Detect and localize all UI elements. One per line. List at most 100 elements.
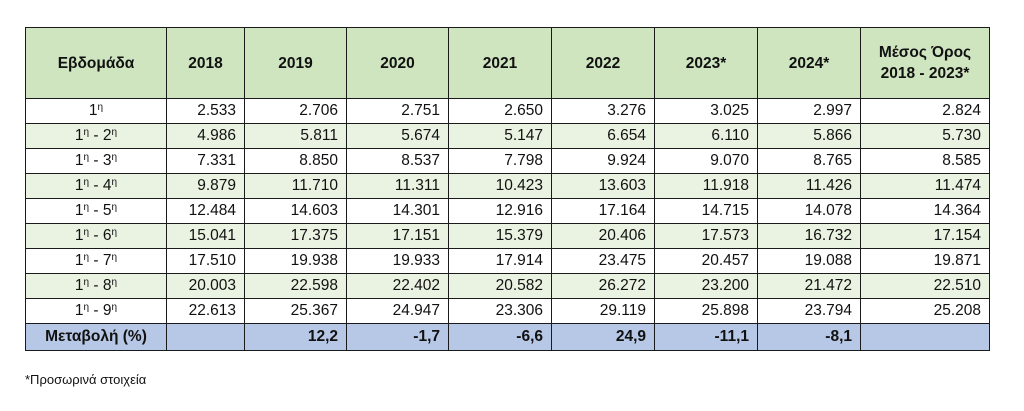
value-cell: 8.850 — [244, 148, 347, 174]
change-cell: 24,9 — [551, 323, 655, 351]
week-part-sep: - — [89, 227, 103, 244]
change-label: Μεταβολή (%) — [25, 323, 167, 351]
week-part-sep: - — [89, 252, 103, 269]
header-2023: 2023* — [654, 27, 758, 99]
value-cell: 2.706 — [244, 98, 347, 124]
week-part-sup-b: η — [111, 227, 118, 238]
change-cell — [166, 323, 245, 351]
week-part-sep: - — [89, 177, 103, 194]
header-2019: 2019 — [244, 27, 347, 99]
value-cell: 14.603 — [244, 198, 347, 224]
week-part-b: 2 — [102, 127, 112, 144]
value-cell: 23.475 — [551, 248, 655, 274]
week-part-sup-b: η — [111, 127, 118, 138]
value-cell: 19.933 — [346, 248, 449, 274]
header-2020: 2020 — [346, 27, 449, 99]
week-part-sup-a: η — [83, 277, 90, 288]
week-label: 1η - 4η — [25, 173, 167, 199]
change-cell — [860, 323, 990, 351]
value-cell: 20.457 — [654, 248, 758, 274]
value-cell: 17.510 — [166, 248, 245, 274]
week-part-sep: - — [89, 277, 103, 294]
value-cell: 26.272 — [551, 273, 655, 299]
value-cell: 5.811 — [244, 123, 347, 149]
week-label: 1η - 8η — [25, 273, 167, 299]
footnote: *Προσωρινά στοιχεία — [25, 372, 147, 387]
week-part-a: 1 — [74, 152, 84, 169]
week-part-sup-a: η — [83, 127, 90, 138]
header-average: Μέσος Όρος 2018 - 2023* — [860, 27, 990, 99]
value-cell: 20.582 — [448, 273, 552, 299]
week-part-b: 8 — [102, 277, 112, 294]
change-row: Μεταβολή (%) 12,2 -1,7 -6,6 24,9 -11,1 -… — [25, 323, 990, 351]
value-cell: 19.938 — [244, 248, 347, 274]
header-week: Εβδομάδα — [25, 27, 167, 99]
value-cell: 21.472 — [757, 273, 861, 299]
week-part-sup-a: η — [83, 227, 90, 238]
week-part-sup-b: η — [111, 152, 118, 163]
value-cell: 29.119 — [551, 298, 655, 324]
value-cell: 8.585 — [860, 148, 990, 174]
value-cell: 2.650 — [448, 98, 552, 124]
week-part-sep: - — [89, 127, 103, 144]
value-cell: 17.573 — [654, 223, 758, 249]
value-cell: 11.918 — [654, 173, 758, 199]
value-cell: 3.276 — [551, 98, 655, 124]
value-cell: 23.200 — [654, 273, 758, 299]
table-row: 1η - 7η 17.510 19.938 19.933 17.914 23.475 20.… — [25, 248, 990, 274]
change-cell: -11,1 — [654, 323, 758, 351]
week-part-b: 3 — [102, 152, 112, 169]
table-row: 1η 2.533 2.706 2.751 2.650 3.276 3.025 2.997 2.8… — [25, 98, 990, 124]
week-label: 1η - 7η — [25, 248, 167, 274]
value-cell: 16.732 — [757, 223, 861, 249]
value-cell: 8.537 — [346, 148, 449, 174]
value-cell: 9.070 — [654, 148, 758, 174]
week-part-b: 9 — [102, 302, 112, 319]
week-part-a: 1 — [88, 102, 98, 119]
value-cell: 11.311 — [346, 173, 449, 199]
week-label: 1η - 3η — [25, 148, 167, 174]
value-cell: 15.379 — [448, 223, 552, 249]
value-cell: 19.088 — [757, 248, 861, 274]
value-cell: 20.406 — [551, 223, 655, 249]
week-part-sup-a: η — [83, 177, 90, 188]
data-table: Εβδομάδα 2018 2019 2020 2021 2022 2023* … — [25, 27, 990, 351]
header-2018: 2018 — [166, 27, 245, 99]
value-cell: 22.598 — [244, 273, 347, 299]
value-cell: 12.916 — [448, 198, 552, 224]
value-cell: 11.426 — [757, 173, 861, 199]
header-2022: 2022 — [551, 27, 655, 99]
value-cell: 23.306 — [448, 298, 552, 324]
week-part-sup-a: η — [97, 102, 104, 113]
value-cell: 9.924 — [551, 148, 655, 174]
header-2021: 2021 — [448, 27, 552, 99]
week-part-b: 4 — [102, 177, 112, 194]
value-cell: 6.654 — [551, 123, 655, 149]
week-part-sup-b: η — [111, 302, 118, 313]
week-label: 1η - 6η — [25, 223, 167, 249]
value-cell: 7.798 — [448, 148, 552, 174]
week-part-a: 1 — [74, 127, 84, 144]
value-cell: 8.765 — [757, 148, 861, 174]
week-label: 1η - 2η — [25, 123, 167, 149]
value-cell: 22.613 — [166, 298, 245, 324]
week-part-sup-a: η — [83, 302, 90, 313]
value-cell: 23.794 — [757, 298, 861, 324]
value-cell: 2.751 — [346, 98, 449, 124]
value-cell: 25.208 — [860, 298, 990, 324]
week-label: 1η - 9η — [25, 298, 167, 324]
value-cell: 9.879 — [166, 173, 245, 199]
week-part-sup-b: η — [111, 252, 118, 263]
value-cell: 14.715 — [654, 198, 758, 224]
change-cell: -6,6 — [448, 323, 552, 351]
change-cell: 12,2 — [244, 323, 347, 351]
value-cell: 24.947 — [346, 298, 449, 324]
value-cell: 25.898 — [654, 298, 758, 324]
week-part-a: 1 — [74, 302, 84, 319]
week-part-sep: - — [89, 302, 103, 319]
week-label: 1η - 5η — [25, 198, 167, 224]
week-part-a: 1 — [74, 252, 84, 269]
value-cell: 22.402 — [346, 273, 449, 299]
value-cell: 19.871 — [860, 248, 990, 274]
week-part-b: 7 — [102, 252, 112, 269]
